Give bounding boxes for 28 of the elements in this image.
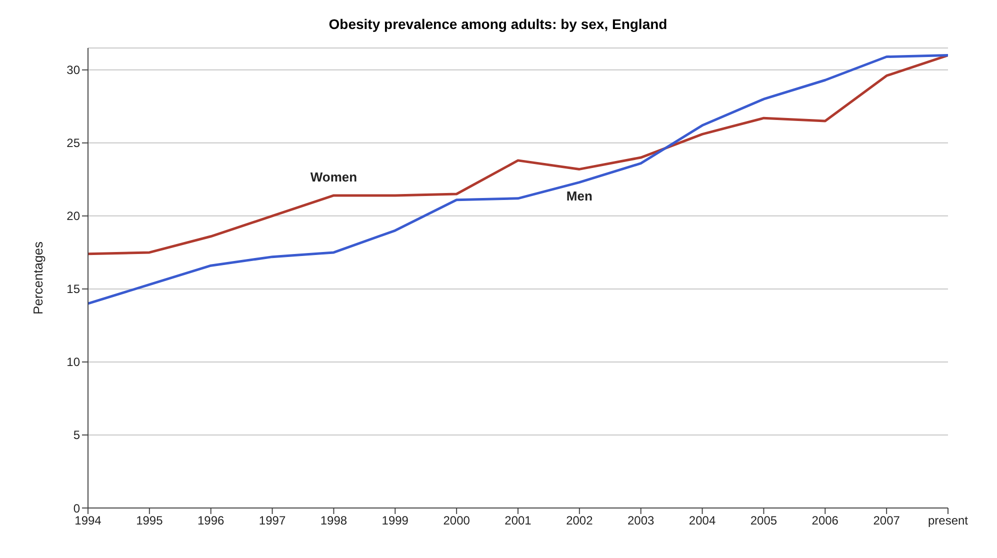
line-series: [88, 54, 948, 305]
x-tick-label: 2001: [504, 514, 532, 528]
x-tick-label: 2004: [688, 514, 716, 528]
x-tick-label: 1997: [258, 514, 286, 528]
series-label: Men: [566, 188, 592, 204]
x-tick-label: 1996: [198, 514, 225, 528]
x-tick-label: 1999: [382, 514, 409, 528]
series-label: Women: [310, 169, 358, 184]
x-tick-label: present: [928, 514, 969, 528]
y-tick-label: 5: [73, 428, 80, 442]
x-tick-label: 1994: [74, 514, 102, 528]
y-tick-label: 0: [73, 501, 80, 516]
x-tick-label: 2006: [812, 514, 839, 528]
x-tick-label: 2005: [750, 514, 778, 528]
y-tick-label: 10: [66, 355, 80, 370]
x-tick-label: 2000: [443, 514, 470, 528]
x-tick-label: 2002: [566, 514, 594, 528]
line-series: [88, 54, 948, 256]
x-tick-label: 1998: [320, 514, 348, 528]
x-tick-label: 1995: [136, 514, 164, 528]
chart-title: Obesity prevalence among adults: by sex, England: [328, 15, 668, 34]
y-tick-label: 30: [66, 63, 80, 78]
y-tick-label: 25: [66, 136, 80, 150]
y-tick-label: 20: [66, 209, 80, 224]
x-tick-label: 2003: [628, 514, 655, 528]
y-tick-label: 15: [66, 282, 80, 296]
x-tick-label: 2007: [873, 514, 900, 528]
y-axis-title: Percentages: [30, 241, 46, 314]
